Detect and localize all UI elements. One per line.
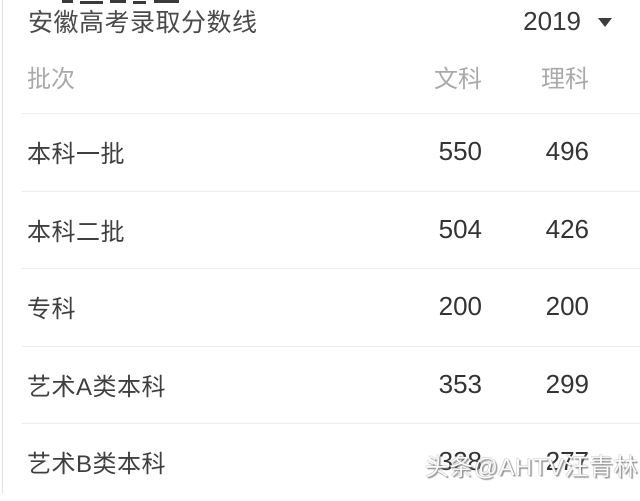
titlebar: 安徽高考录取分数线 2019 (0, 0, 640, 40)
like-score: 426 (545, 213, 589, 244)
caret-down-icon (598, 18, 612, 27)
table-row: 艺术B类本科 328 277 (0, 423, 640, 501)
year-dropdown[interactable]: 2019 (523, 6, 612, 37)
column-header-wenke: 文科 (434, 65, 482, 93)
batch-label: 本科一批 (27, 141, 125, 169)
like-score: 496 (545, 136, 589, 167)
wenke-score: 550 (438, 136, 482, 167)
batch-label: 艺术B类本科 (27, 451, 167, 479)
table-row: 本科二批 504 426 (0, 190, 640, 269)
column-header-batch: 批次 (27, 65, 75, 93)
wenke-score: 353 (438, 368, 482, 399)
wenke-score: 328 (438, 446, 482, 477)
batch-label: 本科二批 (27, 218, 125, 246)
table-row: 本科一批 550 496 (0, 113, 640, 191)
page-title: 安徽高考录取分数线 (28, 9, 258, 37)
watermark: 头条@AHTV汪青林 (424, 454, 638, 481)
wenke-score: 504 (438, 213, 482, 244)
left-edge-divider (2, 0, 3, 494)
batch-label: 专科 (27, 296, 76, 324)
year-dropdown-value: 2019 (523, 5, 581, 36)
cropped-text-fragments (0, 0, 640, 4)
like-score: 299 (545, 368, 589, 399)
table-row: 艺术A类本科 353 299 (0, 345, 640, 424)
wenke-score: 200 (438, 291, 482, 322)
table-row: 专科 200 200 (0, 268, 640, 346)
column-header-like: 理科 (541, 65, 589, 93)
like-score: 200 (545, 291, 589, 322)
like-score: 277 (545, 446, 589, 477)
table-header-row: 批次 文科 理科 (0, 56, 640, 96)
batch-label: 艺术A类本科 (27, 373, 167, 401)
table-body: 本科一批 550 496 本科二批 504 426 专科 200 200 艺术A… (0, 113, 640, 501)
